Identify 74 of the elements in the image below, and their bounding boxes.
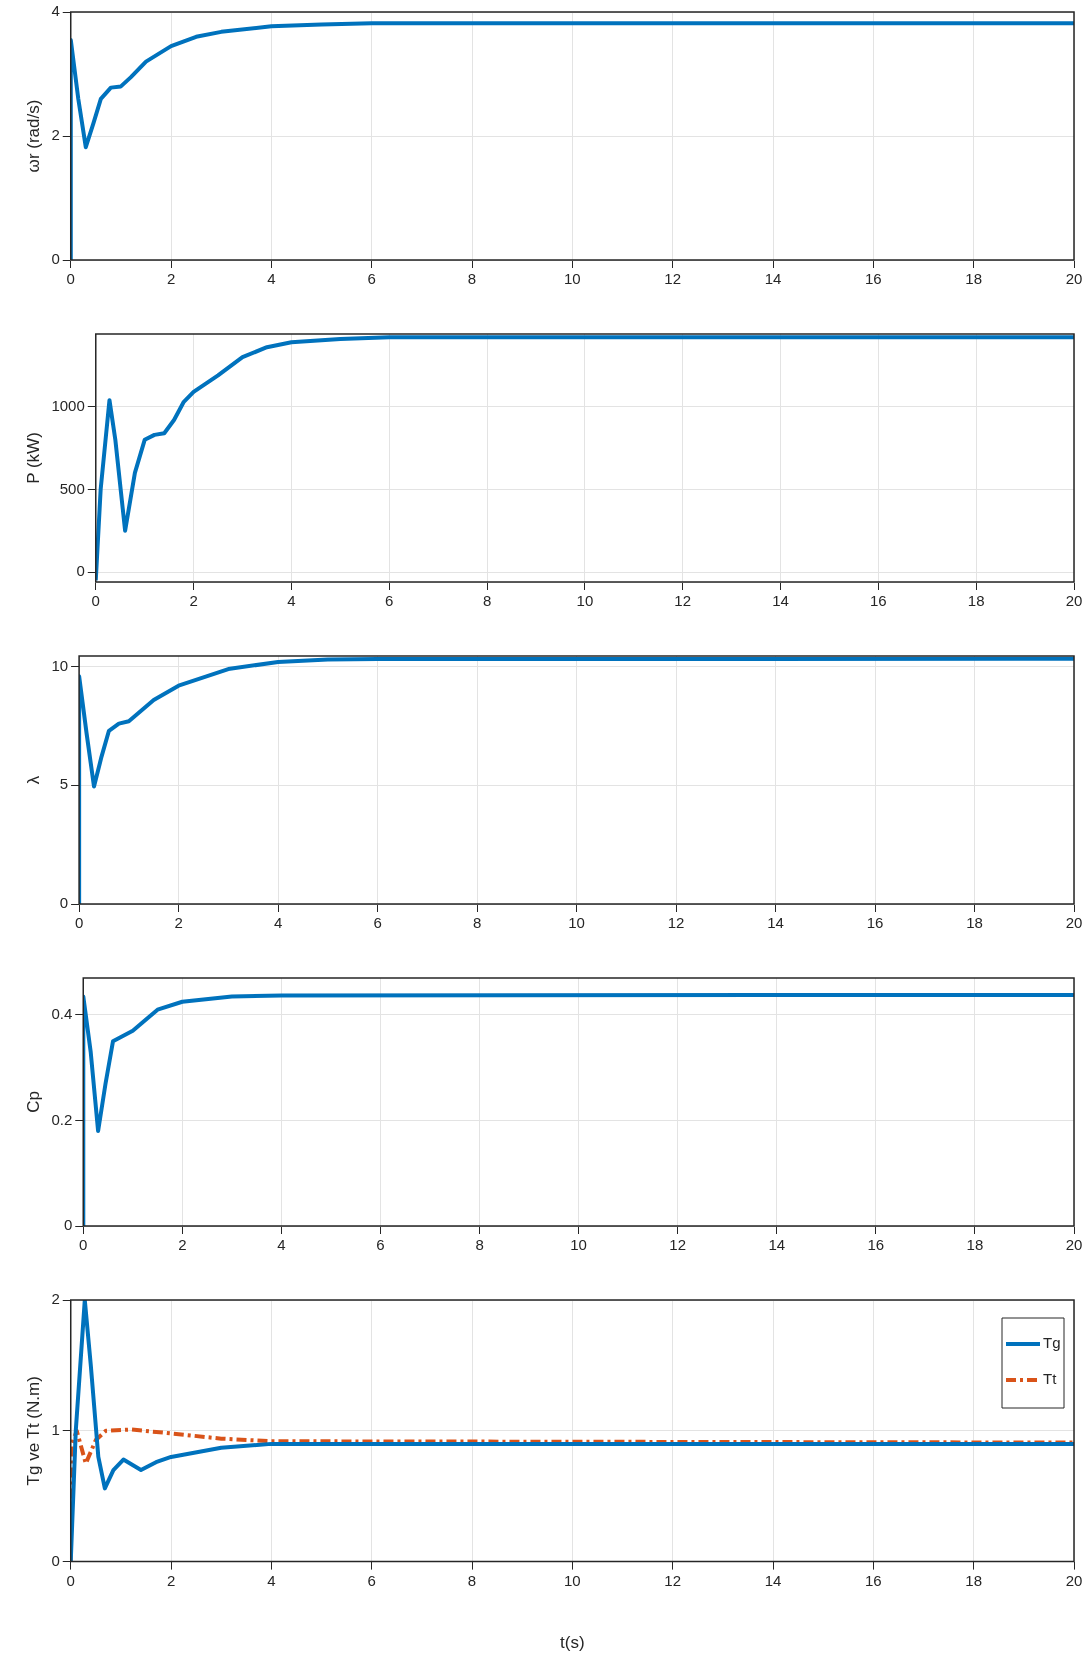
x-tick-label: 14 bbox=[772, 592, 789, 610]
x-tick-label: 0 bbox=[91, 592, 100, 610]
y-tick-label: 4 bbox=[51, 2, 60, 20]
x-tick-label: 20 bbox=[1065, 1236, 1083, 1254]
x-tick-label: 20 bbox=[1065, 1571, 1083, 1589]
x-tick-label: 16 bbox=[867, 1236, 885, 1254]
x-tick-label: 2 bbox=[166, 1571, 176, 1589]
y-axis-title: ωr (rad/s) bbox=[23, 99, 43, 173]
y-tick-label: 0.2 bbox=[51, 1110, 73, 1128]
x-tick-label: 16 bbox=[870, 592, 887, 610]
legend-label: Tt bbox=[1043, 1370, 1058, 1388]
x-tick-label: 2 bbox=[189, 592, 198, 610]
y-tick-label: 1000 bbox=[51, 396, 85, 414]
x-tick-label: 14 bbox=[764, 270, 782, 288]
y-tick-label: 0 bbox=[51, 1551, 60, 1569]
x-tick-label: 8 bbox=[475, 1236, 484, 1254]
y-axis-title: P (kW) bbox=[23, 432, 43, 484]
y-axis-title: Tg ve Tt (N.m) bbox=[23, 1376, 43, 1486]
y-tick-label: 2 bbox=[51, 1290, 60, 1308]
y-tick-label: 2 bbox=[51, 126, 60, 144]
x-tick-label: 10 bbox=[564, 270, 581, 288]
y-tick-label: 1 bbox=[51, 1420, 60, 1438]
x-tick-label: 14 bbox=[767, 914, 784, 932]
x-tick-label: 12 bbox=[674, 592, 692, 610]
y-axis-title: λ bbox=[23, 775, 43, 785]
x-tick-label: 14 bbox=[768, 1236, 786, 1254]
y-tick-label: 5 bbox=[59, 775, 69, 793]
y-tick-label: 10 bbox=[51, 656, 69, 674]
x-tick-label: 18 bbox=[966, 1236, 984, 1254]
x-tick-label: 6 bbox=[373, 914, 382, 932]
x-tick-label: 2 bbox=[174, 914, 183, 932]
y-tick-label: 500 bbox=[59, 479, 85, 497]
x-tick-label: 10 bbox=[570, 1236, 587, 1254]
y-tick-label: 0 bbox=[63, 1216, 73, 1234]
x-tick-label: 6 bbox=[376, 1236, 385, 1254]
x-tick-label: 16 bbox=[865, 1571, 882, 1589]
legend-label: Tg bbox=[1043, 1334, 1061, 1352]
x-tick-label: 12 bbox=[664, 270, 682, 288]
x-tick-label: 10 bbox=[568, 914, 585, 932]
x-axis-title: t(s) bbox=[560, 1633, 585, 1653]
x-tick-label: 8 bbox=[482, 592, 492, 610]
x-tick-label: 20 bbox=[1065, 592, 1083, 610]
x-tick-label: 18 bbox=[965, 270, 983, 288]
x-tick-label: 6 bbox=[367, 1571, 376, 1589]
y-tick-label: 0 bbox=[51, 250, 60, 268]
x-tick-label: 2 bbox=[178, 1236, 187, 1254]
y-axis-title: Cp bbox=[23, 1091, 43, 1113]
x-tick-label: 14 bbox=[764, 1571, 782, 1589]
x-tick-label: 10 bbox=[576, 592, 594, 610]
x-tick-label: 8 bbox=[472, 914, 482, 932]
x-tick-label: 4 bbox=[267, 1571, 276, 1589]
x-tick-label: 18 bbox=[967, 592, 985, 610]
x-tick-label: 18 bbox=[966, 914, 983, 932]
x-tick-label: 20 bbox=[1065, 270, 1083, 288]
x-tick-label: 10 bbox=[564, 1571, 581, 1589]
x-tick-label: 6 bbox=[367, 270, 376, 288]
x-tick-label: 12 bbox=[667, 914, 685, 932]
y-tick-label: 0 bbox=[76, 562, 85, 580]
x-tick-label: 2 bbox=[166, 270, 176, 288]
x-tick-label: 16 bbox=[865, 270, 882, 288]
x-tick-label: 4 bbox=[287, 592, 296, 610]
x-tick-label: 12 bbox=[664, 1571, 682, 1589]
y-tick-label: 0.4 bbox=[51, 1005, 73, 1023]
x-tick-label: 4 bbox=[277, 1236, 286, 1254]
x-tick-label: 6 bbox=[385, 592, 394, 610]
x-tick-label: 8 bbox=[467, 270, 477, 288]
x-tick-label: 8 bbox=[467, 1571, 477, 1589]
y-tick-label: 0 bbox=[59, 894, 69, 912]
x-tick-label: 20 bbox=[1065, 914, 1083, 932]
x-tick-label: 12 bbox=[669, 1236, 687, 1254]
x-tick-label: 18 bbox=[965, 1571, 983, 1589]
x-tick-label: 4 bbox=[267, 270, 276, 288]
x-tick-label: 4 bbox=[273, 914, 283, 932]
x-tick-label: 16 bbox=[866, 914, 884, 932]
